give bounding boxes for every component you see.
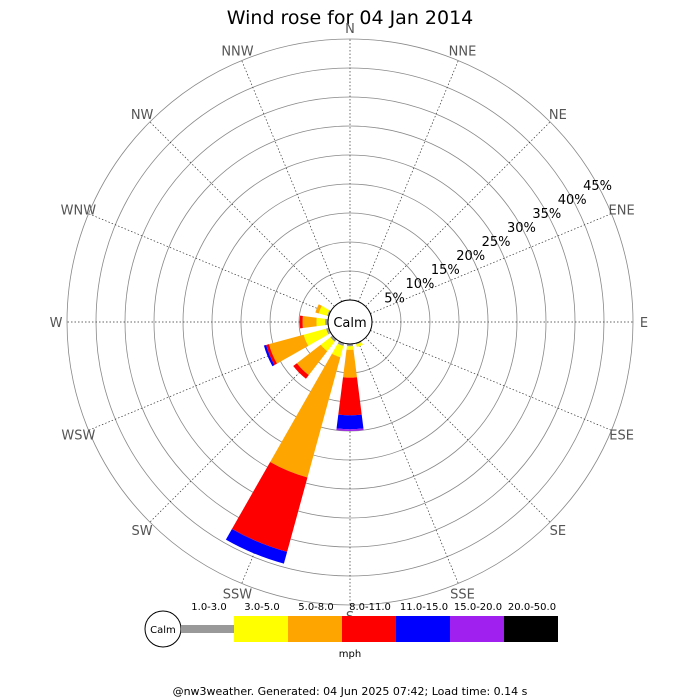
legend-label-1: 3.0-5.0 [244, 602, 279, 613]
speed-legend: Calm 1.0-3.0 3.0-5.0 5.0-8.0 8.0-11.0 11.0-15… [144, 602, 558, 660]
direction-label-ene: ENE [609, 203, 635, 218]
bar-segment-w-3 [299, 315, 303, 329]
direction-label-ese: ESE [609, 429, 634, 444]
bar-segment-wsw-3 [266, 344, 277, 366]
grid-spoke [149, 121, 335, 307]
radial-tick-label: 15% [431, 263, 460, 278]
direction-label-w: W [50, 316, 63, 331]
grid-spoke [241, 60, 342, 302]
legend-swatch-1 [234, 616, 288, 642]
bar-segment-sw-2 [296, 344, 328, 376]
wind-bars: Calm [225, 299, 373, 564]
bar-segment-wsw-0 [325, 327, 331, 335]
calm-circle [327, 299, 373, 345]
radial-tick-label: 20% [456, 249, 485, 264]
direction-label-wsw: WSW [61, 429, 95, 444]
bar-segment-ssw-4 [225, 529, 288, 564]
legend-label-5: 15.0-20.0 [454, 602, 502, 613]
bar-segment-s-2 [343, 349, 357, 378]
bar-segment-wnw-2 [315, 304, 322, 314]
bar-segment-ssw-2 [270, 353, 341, 478]
bar-segment-s-0 [346, 343, 354, 347]
direction-label-sw: SW [132, 524, 153, 539]
bar-segment-ssw-3 [231, 462, 308, 552]
legend-swatch-6 [504, 616, 558, 642]
bar-segment-sw-1 [320, 337, 335, 352]
bar-segment-s-5 [336, 428, 364, 431]
direction-label-sse: SSE [450, 588, 475, 603]
bar-segment-sse-1 [356, 342, 363, 348]
radial-tick-label: 10% [406, 277, 435, 292]
bar-segment-wnw-1 [318, 305, 330, 316]
grid-ring [153, 125, 547, 519]
bar-segment-sw-3 [293, 363, 309, 379]
grid-spoke [358, 60, 459, 302]
direction-label-nnw: NNW [221, 44, 253, 59]
radial-tick-label: 40% [558, 193, 587, 208]
radial-tick-label: 25% [482, 235, 511, 250]
direction-label-nne: NNE [449, 44, 477, 59]
legend-label-4: 11.0-15.0 [400, 602, 448, 613]
bar-segment-wnw-0 [327, 310, 331, 317]
bar-segment-w-0 [325, 318, 329, 326]
radial-tick-label: 45% [583, 179, 612, 194]
radial-tick-labels: 5%10%15%20%25%30%35%40%45% [384, 179, 612, 306]
direction-label-ssw: SSW [223, 588, 253, 603]
legend-swatch-2 [288, 616, 342, 642]
direction-label-ne: NE [549, 108, 567, 123]
legend-swatch-4 [396, 616, 450, 642]
grid-ring [240, 212, 460, 432]
direction-label-wnw: WNW [61, 203, 97, 218]
direction-label-n: N [345, 22, 355, 37]
bar-segment-wsw-2 [268, 334, 309, 364]
grid-spoke [370, 213, 612, 314]
bar-segment-sw-0 [330, 335, 337, 342]
bar-segment-w-1 [316, 317, 326, 327]
legend-calm-label: Calm [150, 625, 176, 636]
direction-label-se: SE [550, 524, 566, 539]
legend-label-2: 5.0-8.0 [298, 602, 333, 613]
footer-text: @nw3weather. Generated: 04 Jun 2025 07:4… [173, 685, 528, 698]
grid-spoke [358, 342, 459, 584]
bar-segment-ssw-0 [337, 341, 345, 347]
radial-tick-label: 35% [532, 207, 561, 222]
grid-spoke [365, 121, 551, 307]
bar-segment-ssw-1 [331, 343, 344, 358]
legend-swatch-0 [181, 625, 234, 633]
grid-ring [66, 38, 634, 606]
direction-label-nw: NW [131, 108, 154, 123]
direction-labels: NNNENEENEEESESESSESSSWSWWSWWWNWNWNNW [50, 22, 649, 625]
grid-spoke [370, 330, 612, 431]
chart-title: Wind rose for 04 Jan 2014 [227, 7, 474, 29]
bar-segment-s-4 [336, 414, 364, 430]
grid-spoke [88, 213, 330, 314]
radial-tick-label: 5% [384, 291, 405, 306]
calm-label: Calm [333, 316, 366, 331]
radial-tick-label: 30% [507, 221, 536, 236]
legend-label-3: 8.0-11.0 [349, 602, 391, 613]
bar-segment-wsw-4 [263, 344, 275, 367]
grid-spoke [365, 337, 551, 523]
legend-unit: mph [339, 649, 361, 660]
legend-swatch-5 [450, 616, 504, 642]
direction-label-e: E [640, 316, 648, 331]
bar-segment-s-3 [338, 377, 362, 416]
legend-label-0: 1.0-3.0 [191, 602, 226, 613]
legend-swatch-3 [342, 616, 396, 642]
bar-segment-wsw-1 [303, 328, 329, 346]
bar-segment-w-2 [302, 316, 317, 328]
bar-segment-s-1 [346, 346, 354, 350]
legend-label-6: 20.0-50.0 [508, 602, 556, 613]
